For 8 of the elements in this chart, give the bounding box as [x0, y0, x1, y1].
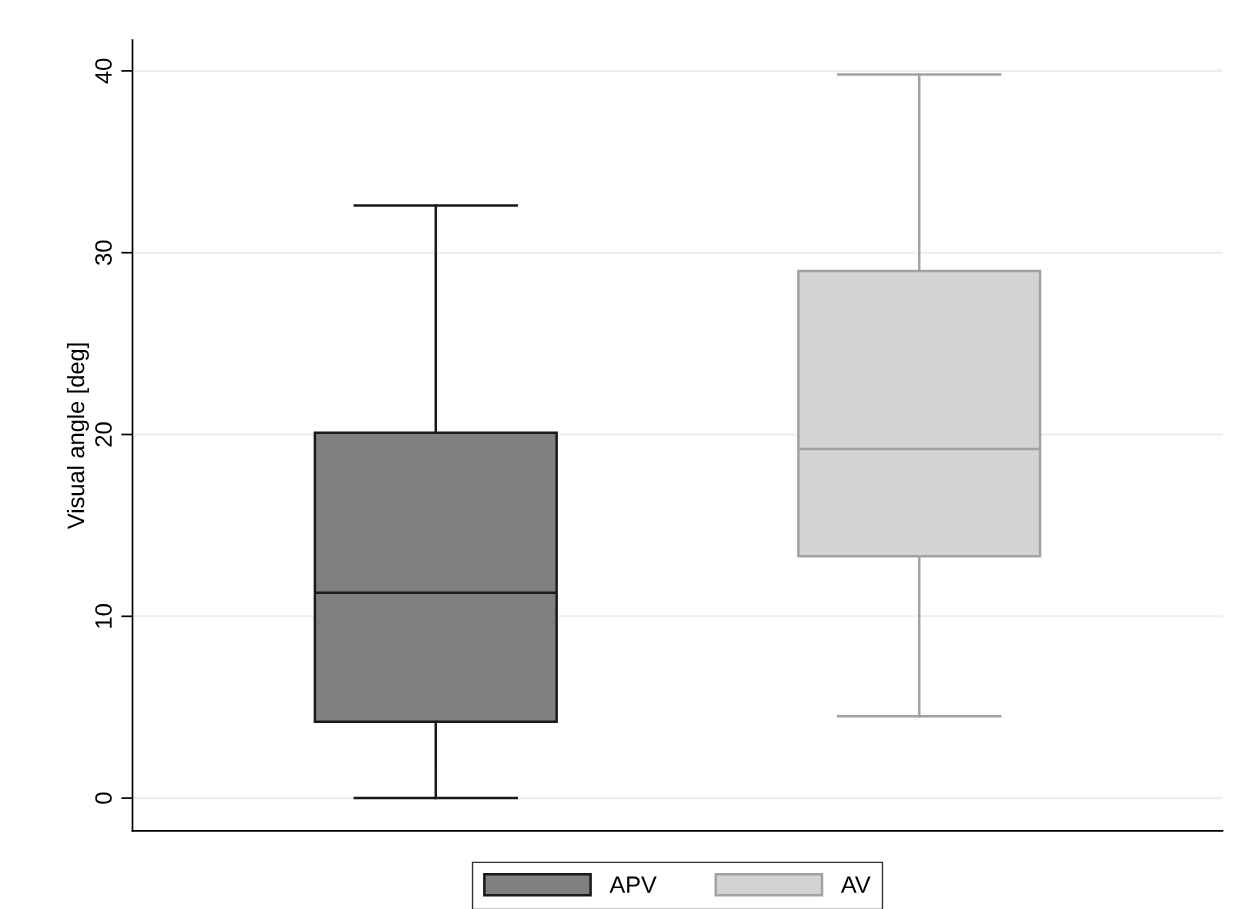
y-tick-label: 40: [95, 58, 112, 84]
y-tick-label: 20: [95, 422, 112, 447]
y-tick-label: 0: [95, 792, 112, 804]
y-axis-title: Visual angle [deg]: [66, 343, 89, 529]
y-tick-label: 10: [95, 604, 112, 628]
legend-label: APV: [609, 876, 657, 893]
y-tick-label: 30: [95, 240, 112, 265]
legend-label: AV: [840, 876, 871, 893]
